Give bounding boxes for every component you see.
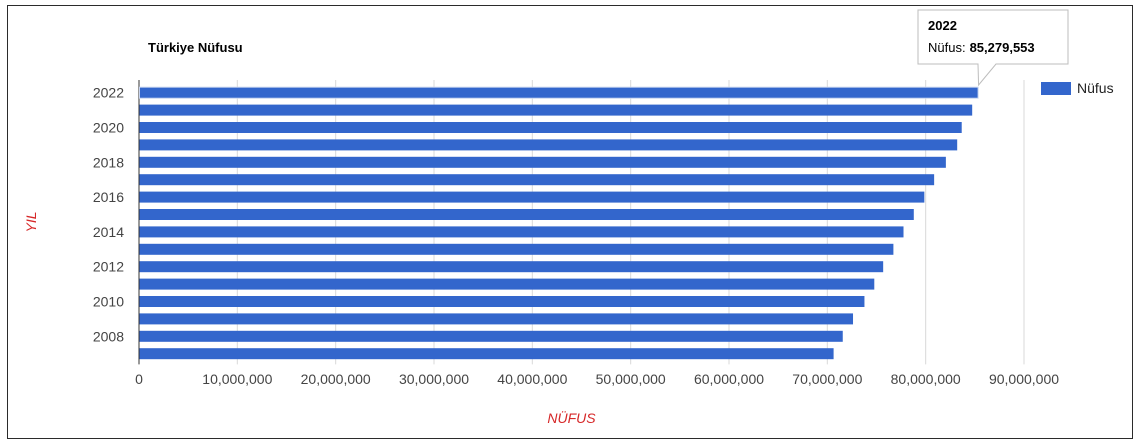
x-tick-label: 0 <box>135 371 143 387</box>
chart-title: Türkiye Nüfusu <box>148 40 243 55</box>
legend-label: Nüfus <box>1077 80 1114 96</box>
y-axis-ticks: 2022 2020 2018 2016 2014 2012 2010 2008 <box>93 85 124 345</box>
x-tick-label: 70,000,000 <box>792 371 862 387</box>
tooltip-value: 85,279,553 <box>970 40 1035 55</box>
y-tick-label: 2020 <box>93 120 124 136</box>
bar-2019[interactable] <box>139 139 958 151</box>
x-axis-ticks: 0 10,000,000 20,000,000 30,000,000 40,000,00… <box>135 371 1059 387</box>
y-tick-label: 2014 <box>93 224 124 240</box>
bar-2008[interactable] <box>139 330 843 342</box>
x-tick-label: 30,000,000 <box>399 371 469 387</box>
y-tick-label: 2010 <box>93 294 124 310</box>
bar-2015[interactable] <box>139 209 914 220</box>
x-tick-label: 10,000,000 <box>202 371 272 387</box>
tooltip-box <box>917 9 1069 87</box>
bar-2020[interactable] <box>139 122 962 133</box>
x-axis-title: NÜFUS <box>547 409 596 426</box>
y-tick-label: 2022 <box>93 85 124 101</box>
x-tick-label: 50,000,000 <box>596 371 666 387</box>
chart-frame <box>7 5 1133 439</box>
bar-2010[interactable] <box>139 296 865 307</box>
y-tick-label: 2008 <box>93 328 124 344</box>
tooltip-value-line: Nüfus: 85,279,553 <box>928 40 1035 55</box>
x-tick-label: 90,000,000 <box>989 371 1059 387</box>
bar-2007[interactable] <box>139 348 834 360</box>
legend: Nüfus <box>1041 80 1114 96</box>
y-tick-label: 2018 <box>93 154 124 170</box>
y-axis-title: YIL <box>23 211 39 232</box>
bar-2009[interactable] <box>139 313 854 325</box>
bar-series <box>139 86 979 360</box>
x-tick-label: 40,000,000 <box>497 371 567 387</box>
bar-2018[interactable] <box>139 156 946 168</box>
y-tick-label: 2016 <box>93 189 124 205</box>
x-tick-label: 80,000,000 <box>891 371 961 387</box>
bar-2017[interactable] <box>139 174 935 186</box>
tooltip-label: Nüfus: <box>928 40 966 55</box>
bar-2022[interactable] <box>139 86 979 99</box>
tooltip-year: 2022 <box>928 18 957 33</box>
bar-2016[interactable] <box>139 191 925 203</box>
x-tick-label: 20,000,000 <box>301 371 371 387</box>
x-tick-label: 60,000,000 <box>694 371 764 387</box>
bar-2021[interactable] <box>139 104 973 116</box>
bar-2011[interactable] <box>139 278 875 290</box>
y-tick-label: 2012 <box>93 259 124 275</box>
legend-swatch <box>1041 82 1071 95</box>
tooltip: 2022 Nüfus: 85,279,553 <box>917 9 1069 87</box>
bar-2013[interactable] <box>139 243 894 255</box>
bar-2012[interactable] <box>139 261 884 273</box>
bar-2014[interactable] <box>139 226 904 238</box>
